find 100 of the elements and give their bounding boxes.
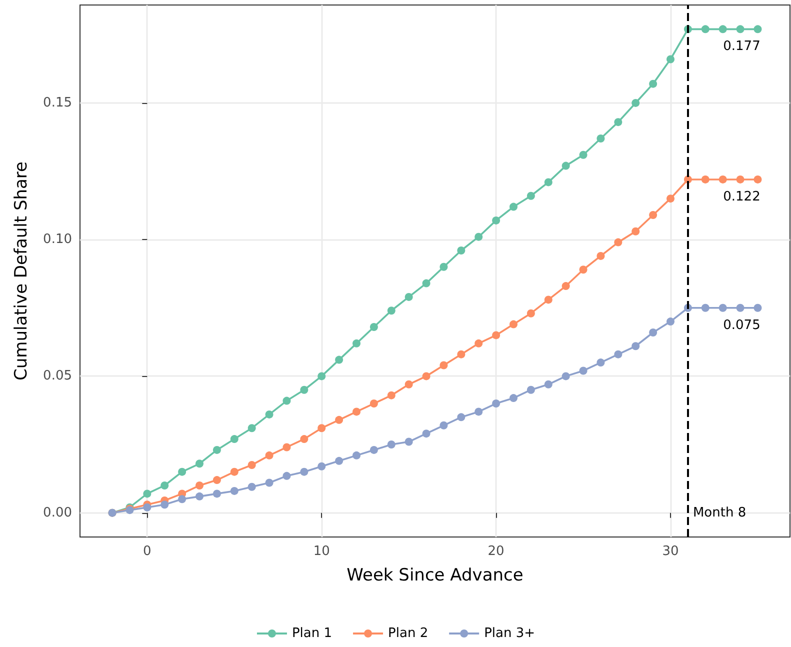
point [230, 468, 238, 476]
point [701, 304, 710, 312]
point [457, 413, 466, 422]
point [544, 296, 552, 304]
point [474, 339, 483, 348]
point [248, 424, 256, 432]
x-axis-title: Week Since Advance [346, 566, 524, 586]
x-tick-label: 30 [662, 544, 679, 559]
point [632, 342, 640, 350]
ref-line-label: Month 8 [692, 505, 746, 520]
point [754, 175, 762, 184]
point [300, 435, 308, 444]
point [196, 481, 204, 490]
point [387, 306, 396, 315]
point [736, 175, 744, 184]
point [596, 134, 605, 142]
point [212, 490, 221, 498]
point [754, 304, 762, 312]
point [736, 304, 744, 312]
point [160, 481, 169, 490]
point [579, 366, 588, 375]
point [282, 472, 291, 480]
point [196, 460, 204, 468]
point [160, 500, 169, 509]
point [282, 443, 291, 452]
point [352, 339, 360, 348]
point [736, 25, 744, 34]
x-tick-label: 20 [488, 544, 504, 559]
point [404, 380, 413, 388]
point [335, 456, 344, 465]
point [265, 451, 274, 460]
point [562, 162, 570, 170]
point [248, 482, 256, 491]
point [370, 400, 378, 408]
data-label: 0.075 [723, 318, 760, 333]
legend-label: Plan 2 [388, 626, 428, 641]
point [318, 424, 326, 432]
point [422, 372, 430, 380]
legend-label: Plan 1 [292, 626, 332, 641]
point [526, 386, 535, 394]
point [440, 361, 448, 370]
point [440, 262, 448, 271]
point [701, 175, 710, 184]
point [335, 416, 344, 424]
point [666, 318, 675, 326]
point [754, 25, 762, 34]
point [422, 430, 430, 438]
point [352, 451, 360, 460]
point [370, 446, 378, 454]
point [526, 192, 535, 200]
point [143, 490, 152, 498]
point [178, 495, 186, 504]
point [178, 468, 186, 476]
y-tick-label: 0.10 [43, 232, 72, 248]
point [596, 252, 605, 260]
point [614, 238, 622, 246]
point [649, 210, 658, 219]
point [404, 438, 413, 446]
point [300, 468, 308, 476]
point [544, 178, 552, 186]
point [666, 194, 675, 203]
point [649, 328, 658, 336]
point [265, 478, 274, 487]
point [596, 358, 605, 367]
point [666, 55, 675, 64]
point [579, 266, 588, 274]
point [510, 202, 518, 211]
point [422, 279, 430, 288]
point [318, 372, 326, 380]
x-tick-label: 10 [313, 544, 330, 559]
x-tick-label: 0 [143, 544, 152, 559]
point [510, 320, 518, 328]
point [404, 292, 413, 301]
data-label: 0.122 [723, 189, 760, 204]
point [718, 175, 727, 184]
point [474, 232, 483, 241]
point [352, 408, 360, 416]
point [492, 216, 500, 224]
point [143, 503, 152, 512]
y-tick-label: 0.05 [43, 368, 72, 384]
point [440, 421, 448, 430]
point [492, 400, 500, 408]
y-axis-title: Cumulative Default Share [12, 161, 32, 381]
point [632, 98, 640, 107]
point [718, 25, 727, 34]
point [544, 380, 552, 388]
point [718, 304, 727, 312]
point [196, 492, 204, 500]
point [265, 410, 274, 418]
point [474, 408, 483, 416]
point [562, 282, 570, 290]
point [614, 118, 622, 126]
point [579, 150, 588, 159]
point [614, 350, 622, 358]
point [370, 323, 378, 332]
point [457, 246, 466, 255]
y-tick-label: 0.00 [43, 505, 72, 520]
y-tick-label: 0.15 [43, 95, 72, 110]
point [562, 372, 570, 380]
point [649, 80, 658, 88]
